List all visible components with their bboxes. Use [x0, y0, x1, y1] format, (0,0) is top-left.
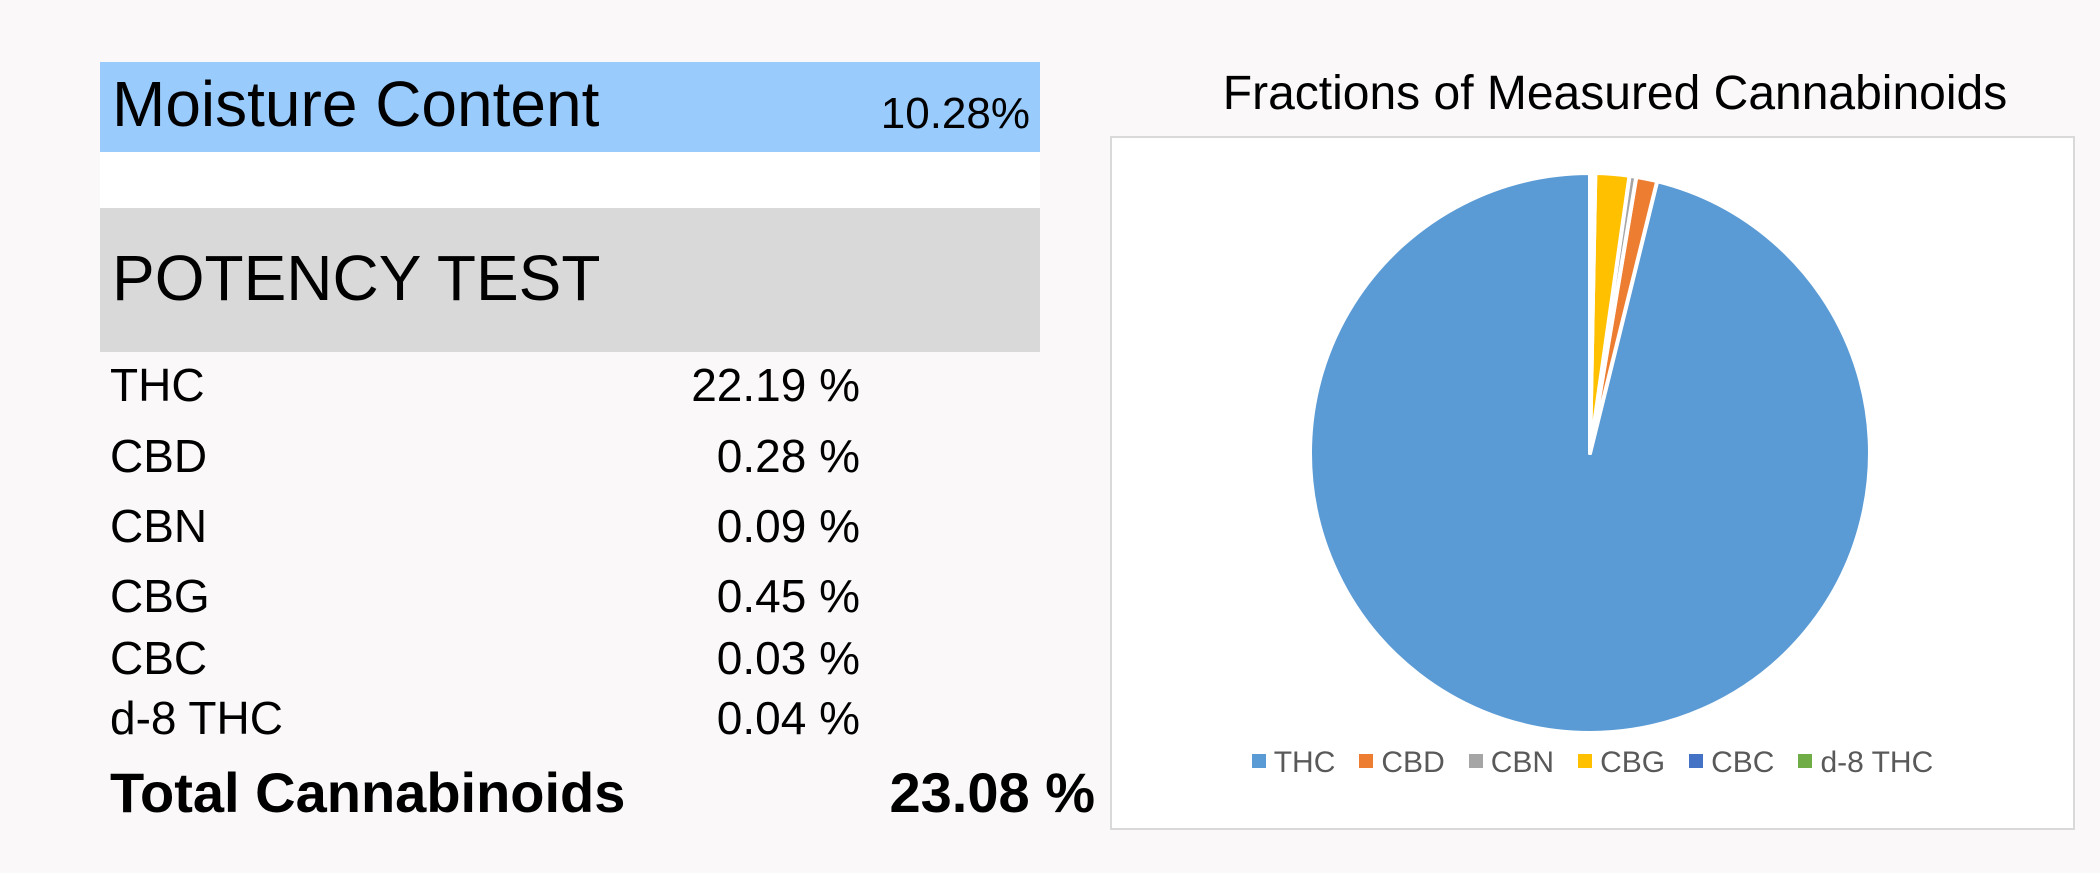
potency-row-value: 0.28 %: [716, 430, 860, 482]
legend-swatch: [1359, 754, 1374, 768]
legend-label: CBC: [1711, 746, 1775, 779]
legend-item-d-8-thc: d-8 THC: [1798, 748, 1933, 778]
legend-label: CBD: [1381, 746, 1445, 779]
pie-chart-area: THC CBD CBN CBG CBC d-8 THC: [1110, 136, 2075, 830]
pie-slice-thc: [1308, 171, 1872, 735]
potency-row-value: 22.19 %: [691, 359, 860, 411]
potency-row-value: 0.45 %: [716, 570, 860, 622]
spacer-band: [100, 152, 1040, 208]
chart-title: Fractions of Measured Cannabinoids: [1222, 67, 2008, 120]
total-cannabinoids-label: Total Cannabinoids: [110, 761, 626, 824]
legend-swatch: [1468, 754, 1483, 768]
potency-row-name: CBD: [110, 430, 208, 482]
total-cannabinoids-value: 23.08 %: [889, 761, 1096, 824]
potency-row-name: THC: [110, 359, 205, 411]
potency-row-name: d-8 THC: [110, 692, 283, 744]
potency-row-name: CBN: [110, 500, 208, 552]
moisture-content-value: 10.28%: [880, 89, 1030, 138]
moisture-content-band: Moisture Content 10.28%: [100, 62, 1040, 152]
legend-label: CBN: [1490, 746, 1555, 779]
legend-swatch: [1251, 754, 1266, 768]
potency-row-value: 0.09 %: [716, 500, 860, 552]
potency-row-value: 0.03 %: [716, 632, 860, 684]
potency-test-band: POTENCY TEST: [100, 208, 1040, 352]
legend-item-cbc: CBC: [1689, 748, 1774, 778]
potency-test-title: POTENCY TEST: [112, 242, 601, 314]
potency-row-name: CBC: [110, 632, 208, 684]
legend-swatch: [1798, 754, 1813, 768]
legend-label: THC: [1273, 746, 1336, 779]
legend-item-cbg: CBG: [1578, 748, 1665, 778]
moisture-content-label: Moisture Content: [112, 68, 600, 140]
legend-label: CBG: [1600, 746, 1666, 779]
legend-swatch: [1689, 754, 1704, 768]
legend-item-cbd: CBD: [1359, 746, 1445, 779]
potency-row-value: 0.04 %: [716, 692, 860, 744]
legend-item-thc: THC: [1251, 746, 1336, 779]
legend-item-cbn: CBN: [1468, 746, 1555, 779]
pie-chart: [1308, 171, 1872, 735]
potency-row-name: CBG: [110, 570, 210, 622]
pie-slice-d-8-thc: [1588, 171, 1596, 455]
legend-label: d-8 THC: [1820, 746, 1934, 779]
chart-legend: THC CBD CBN CBG CBC d-8 THC: [1112, 748, 2073, 778]
legend-swatch: [1578, 754, 1593, 768]
